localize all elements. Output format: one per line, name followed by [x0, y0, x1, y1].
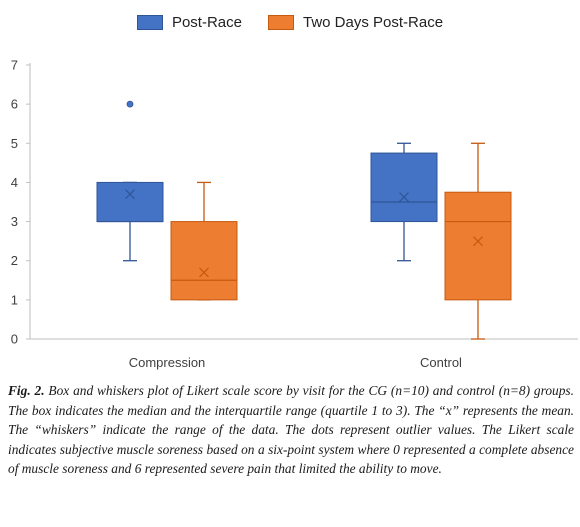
caption-label: Fig. 2. [8, 383, 45, 398]
box-post-race-control [370, 152, 438, 223]
y-tick-label: 1 [11, 292, 18, 307]
x-category-label: Control [420, 355, 462, 370]
legend-swatch-post-race [136, 15, 163, 30]
y-tick-label: 3 [11, 214, 18, 229]
legend-swatch-two-days-post-race [267, 15, 294, 30]
legend-item-post-race: Post-Race [136, 14, 242, 31]
x-category-label: Compression [129, 355, 206, 370]
box-post-race-compression [96, 181, 164, 223]
box-plot: 0 1 2 3 4 5 6 7 Compression Control [11, 58, 578, 370]
y-tick-label: 6 [11, 97, 18, 112]
y-tick-label: 2 [11, 253, 18, 268]
mean-marker-two-days-post-race-control [473, 236, 483, 247]
legend-item-two-days-post-race: Two Days Post-Race [267, 14, 444, 31]
mean-marker-post-race-compression [125, 189, 135, 200]
y-tick-label: 5 [11, 136, 18, 151]
chart-legend: Post-Race Two Days Post-Race [0, 14, 580, 31]
y-tick-label: 4 [11, 175, 18, 190]
box-two-days-post-race-control [444, 191, 512, 301]
legend-label-post-race: Post-Race [171, 14, 242, 31]
legend-label-two-days-post-race: Two Days Post-Race [302, 14, 444, 31]
outlier-point-post-race-compression [126, 100, 134, 108]
mean-marker-post-race-control [399, 192, 409, 203]
box-two-days-post-race-compression [170, 221, 238, 301]
y-tick-label: 7 [11, 58, 18, 73]
y-tick-label: 0 [11, 332, 18, 347]
mean-marker-two-days-post-race-compression [199, 267, 209, 278]
caption-text: Box and whiskers plot of Likert scale sc… [8, 383, 574, 477]
figure-caption: Fig. 2. Box and whiskers plot of Likert … [8, 381, 574, 479]
